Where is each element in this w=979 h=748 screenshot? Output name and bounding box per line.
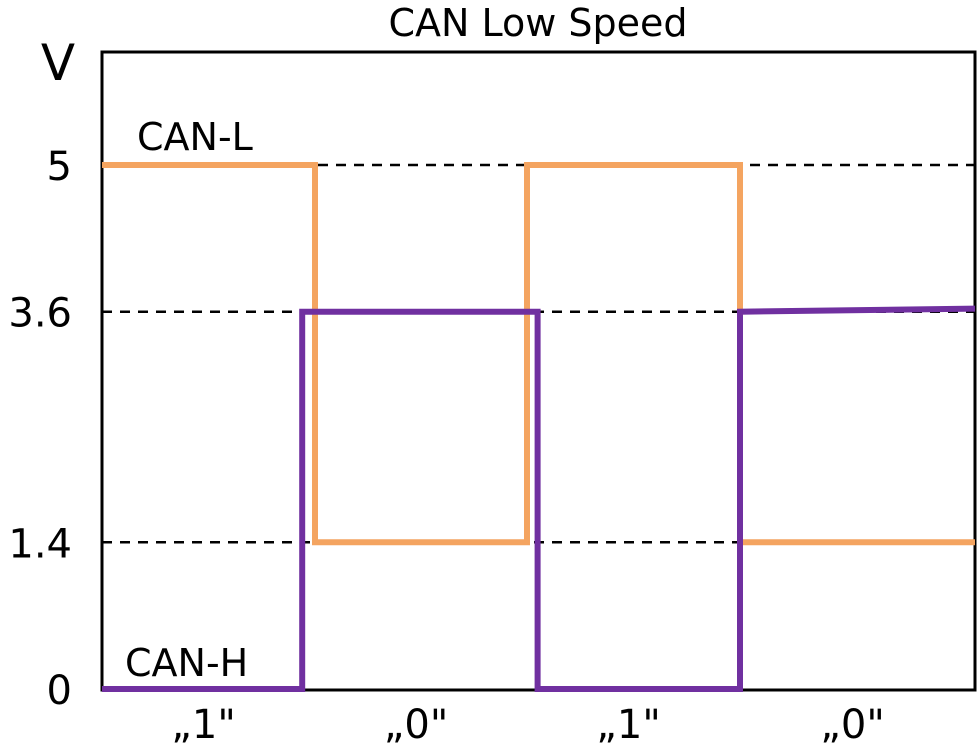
y-tick-labels: 5 3.6 1.4 0: [8, 144, 72, 714]
y-tick-label-0: 5: [47, 144, 72, 190]
series-label-can-l: CAN-L: [137, 115, 253, 159]
series-line-can-h: [102, 305, 976, 692]
bit-label-1: „0": [384, 702, 449, 748]
chart-title: CAN Low Speed: [388, 1, 687, 45]
bit-label-3: „0": [820, 702, 885, 748]
y-axis-label: V: [41, 34, 75, 92]
y-tick-label-3: 0: [47, 668, 72, 714]
series-label-can-h: CAN-H: [125, 641, 248, 685]
y-tick-label-1: 3.6: [8, 291, 72, 337]
bit-label-0: „1": [171, 702, 236, 748]
y-tick-label-2: 1.4: [8, 521, 72, 567]
series-group: [102, 162, 976, 692]
bit-label-2: „1": [596, 702, 661, 748]
bit-labels: „1" „0" „1" „0": [171, 702, 885, 748]
